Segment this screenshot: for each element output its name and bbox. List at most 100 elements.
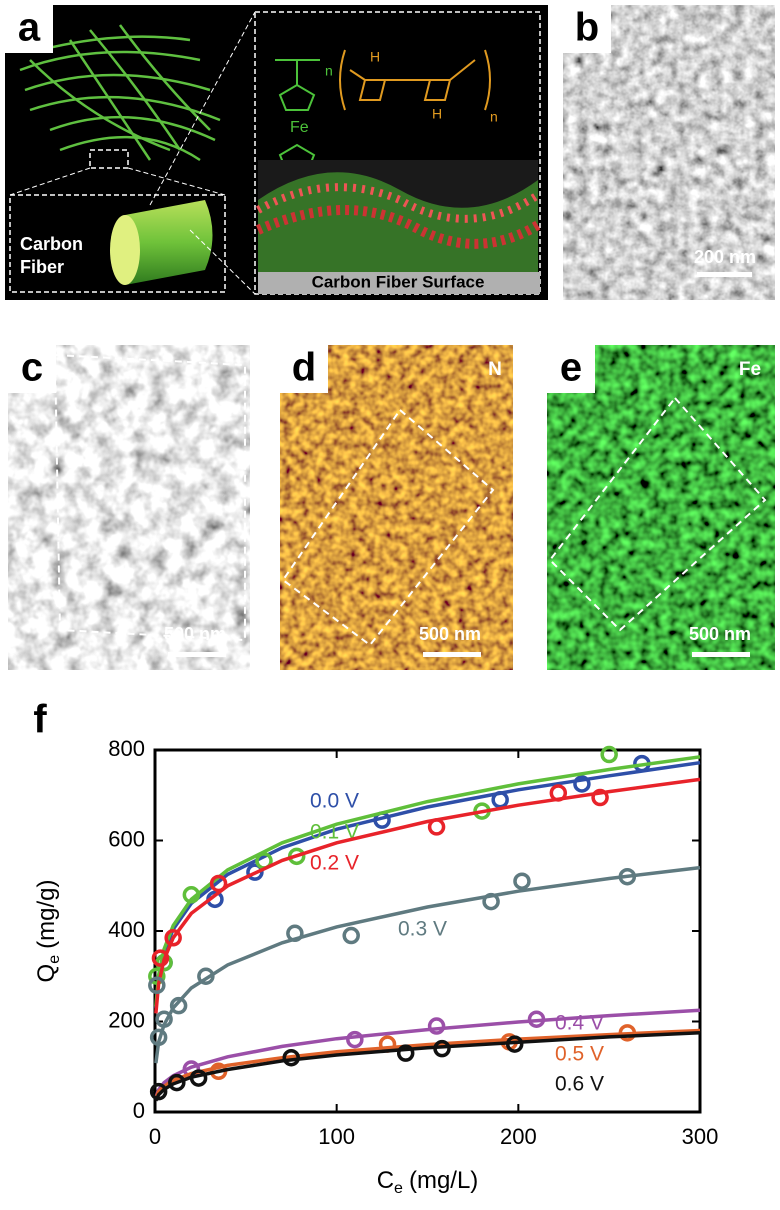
letter-box [547, 345, 595, 393]
scale-bar [697, 272, 752, 277]
chem-label: n [325, 63, 333, 79]
region-box [548, 396, 767, 632]
y-tick-label: 200 [108, 1007, 145, 1032]
data-point [168, 1073, 186, 1092]
data-point [197, 967, 215, 985]
data-point [527, 1010, 546, 1028]
letter-box [5, 5, 53, 53]
data-point [282, 1048, 300, 1067]
fit-curve [154, 1008, 701, 1099]
fiber-label: Fiber [20, 257, 64, 277]
series-label: 0.4 V [555, 1012, 604, 1035]
label-unit: (mg/L) [409, 1167, 478, 1194]
zoom-line [149, 11, 256, 206]
y-tick-label: 400 [108, 917, 145, 942]
x-tick-label: 0 [149, 1124, 161, 1149]
y-tick-label: 800 [108, 736, 145, 761]
series-label: 0.5 V [555, 1043, 604, 1066]
data-point [346, 1030, 364, 1049]
scale-bar [692, 652, 750, 657]
data-point [618, 1024, 637, 1042]
series-label: 0.0 V [310, 790, 359, 813]
fit-curve [154, 777, 701, 1014]
data-point [505, 1035, 524, 1053]
data-point [189, 1069, 208, 1087]
data-point [591, 788, 609, 807]
data-point [618, 867, 637, 886]
data-point [549, 784, 568, 802]
data-point [513, 872, 531, 890]
panel-letter: f [33, 698, 47, 742]
x-tick-label: 200 [500, 1124, 537, 1149]
region-box [281, 408, 495, 647]
panel-b-image [563, 5, 775, 300]
fiber-cylinder [125, 200, 213, 285]
label-unit: (mg/g) [33, 880, 60, 949]
letter-box [280, 345, 328, 393]
series-label: 0.6 V [555, 1073, 604, 1096]
zoom-line [127, 167, 226, 196]
scale-label: 500 nm [419, 624, 481, 644]
panel-letter: e [560, 346, 582, 390]
data-point [396, 1044, 415, 1062]
scale-label: 500 nm [689, 624, 751, 644]
zoom-line [9, 167, 91, 196]
data-point [169, 996, 188, 1015]
x-tick-label: 300 [682, 1124, 719, 1149]
y-tick-label: 600 [108, 826, 145, 851]
label-sub: e [46, 955, 63, 964]
region-box [53, 353, 246, 642]
data-point [155, 1010, 173, 1028]
fit-curve [154, 1028, 701, 1100]
fiber-label: Carbon [20, 234, 83, 254]
data-point [600, 745, 618, 764]
scale-bar [423, 652, 481, 657]
fit-curve [154, 760, 701, 1009]
data-point [427, 818, 446, 836]
data-point [482, 892, 500, 911]
chart-f: 0 200 400 600 800 0 100 200 300 Ce (mg/L) Qe (mg/g) 0… [33, 736, 718, 1197]
data-point [427, 1017, 446, 1035]
panel-d-image [280, 345, 513, 670]
data-point [151, 949, 170, 967]
letter-box [8, 345, 56, 393]
series-label: 0.1 V [310, 821, 359, 844]
label-main: Q [33, 964, 60, 983]
data-point [246, 863, 264, 881]
chem-label: n [490, 109, 498, 125]
zoom-box [9, 194, 226, 293]
surface-band [258, 272, 540, 294]
x-axis-label: Ce (mg/L) [377, 1167, 479, 1197]
data-point [573, 775, 591, 793]
y-axis-label: Qe (mg/g) [33, 880, 63, 983]
surface-particles [256, 160, 541, 272]
label-main: C [377, 1167, 394, 1194]
letter-box [563, 5, 611, 53]
chem-label: H [370, 49, 380, 65]
zoom-box [89, 149, 129, 169]
data-point [148, 967, 166, 985]
panel-letter: a [18, 6, 41, 50]
channel-label: N [488, 359, 502, 380]
panel-c-image [8, 345, 250, 670]
data-point [149, 1082, 168, 1101]
series-label: 0.2 V [310, 852, 359, 875]
chem-label: Fe [290, 119, 309, 136]
channel-label: Fe [739, 359, 761, 380]
series-label: 0.3 V [398, 918, 447, 941]
x-tick-label: 100 [318, 1124, 355, 1149]
label-sub: e [394, 1180, 403, 1197]
panel-e-image [547, 345, 775, 670]
scale-label: 200 nm [694, 247, 756, 267]
panel-letter: c [21, 346, 43, 390]
data-point [286, 924, 304, 943]
chem-label: H [432, 106, 442, 122]
data-point [148, 976, 166, 995]
zoom-box [254, 11, 541, 295]
panel-letter: b [575, 6, 599, 50]
data-point [433, 1039, 451, 1058]
data-point [149, 1028, 168, 1047]
data-point [182, 886, 201, 904]
bipyrrole [339, 49, 491, 111]
